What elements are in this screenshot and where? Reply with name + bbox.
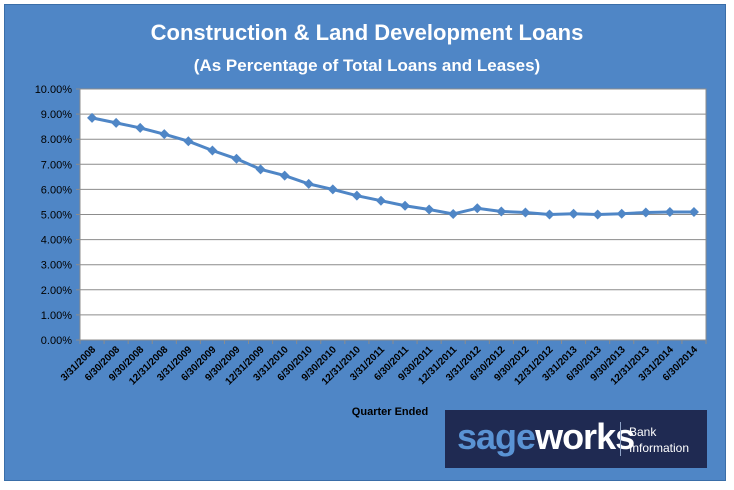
data-point (255, 164, 266, 175)
data-point (400, 200, 411, 211)
data-point (496, 206, 507, 217)
data-point (231, 153, 242, 164)
data-point (544, 209, 555, 220)
y-tick-label: 4.00% (41, 235, 72, 247)
data-point (375, 195, 386, 206)
y-tick-label: 8.00% (41, 134, 72, 146)
data-point (616, 208, 627, 219)
data-point (472, 203, 483, 214)
chart-title: Construction & Land Development Loans (150, 20, 584, 45)
data-point (640, 207, 651, 218)
data-point (351, 190, 362, 201)
y-tick-label: 6.00% (41, 184, 72, 196)
logo-wordmark: sageworks (457, 416, 635, 458)
data-point (568, 208, 579, 219)
data-point (303, 178, 314, 189)
sageworks-logo: sageworks Bank Information (445, 410, 707, 468)
data-point (135, 122, 146, 133)
data-point (159, 129, 170, 140)
logo-divider (620, 422, 621, 456)
logo-word-sage: sage (457, 416, 536, 457)
data-point (424, 204, 435, 215)
y-tick-label: 9.00% (41, 109, 72, 121)
chart-subtitle: (As Percentage of Total Loans and Leases… (193, 56, 541, 75)
data-point (111, 117, 122, 128)
data-point (87, 112, 98, 123)
data-point (327, 184, 338, 195)
logo-tagline-line2: Information (629, 441, 690, 455)
y-tick-label: 0.00% (41, 335, 72, 347)
data-point (592, 209, 603, 220)
logo-word-works: works (535, 416, 635, 457)
logo-tagline: Bank Information (629, 424, 689, 456)
data-point (664, 206, 675, 217)
data-point (448, 208, 459, 219)
y-tick-label: 10.00% (35, 84, 73, 96)
data-point (183, 136, 194, 147)
x-axis-label: Quarter Ended (352, 406, 428, 418)
y-tick-label: 7.00% (41, 159, 72, 171)
data-point (520, 207, 531, 218)
data-point (207, 145, 218, 156)
data-point (688, 206, 699, 217)
y-tick-label: 1.00% (41, 310, 72, 322)
y-tick-label: 5.00% (41, 210, 72, 222)
data-point (279, 170, 290, 181)
logo-tagline-line1: Bank (629, 425, 657, 439)
y-tick-label: 3.00% (41, 260, 72, 272)
y-tick-label: 2.00% (41, 285, 72, 297)
